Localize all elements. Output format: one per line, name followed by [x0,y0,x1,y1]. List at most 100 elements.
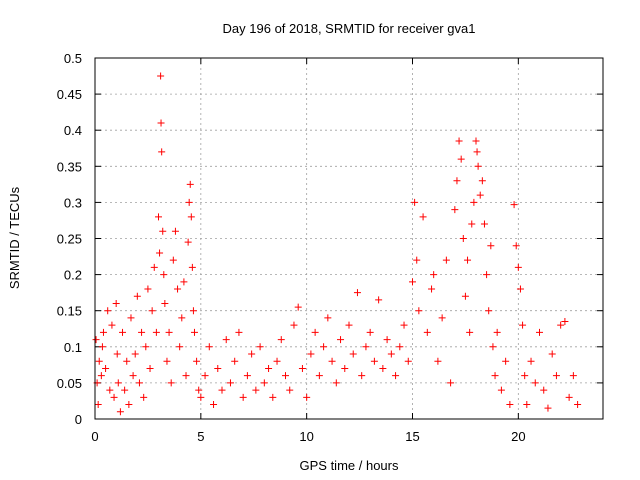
data-point [472,137,480,145]
data-point [184,238,192,246]
data-point [201,372,209,380]
data-points [92,72,582,416]
data-point [468,220,476,228]
data-point [392,372,400,380]
data-point [434,357,442,365]
data-point [99,328,107,336]
data-point [176,343,184,351]
data-point [123,357,131,365]
grid [95,58,603,419]
data-point [442,256,450,264]
data-point [536,328,543,336]
data-point [353,289,361,297]
data-point [516,285,524,293]
data-point [290,321,298,329]
data-point [485,307,493,315]
data-point [171,227,179,235]
data-point [277,336,285,344]
data-point [222,336,230,344]
data-point [252,386,260,394]
data-point [464,256,472,264]
data-point [226,379,234,387]
data-point [540,386,548,394]
data-point [110,393,118,401]
data-point [383,336,391,344]
data-point [188,263,196,271]
data-point [150,263,158,271]
y-tick-label: 0.1 [64,340,82,355]
data-point [453,177,461,185]
data-point [163,357,171,365]
data-point [404,357,412,365]
x-tick-label: 0 [91,429,98,444]
data-point [451,206,459,214]
data-point [519,321,527,329]
data-point [174,285,182,293]
x-tick-label: 10 [299,429,313,444]
data-point [459,235,467,242]
data-point [97,372,105,380]
data-point [239,393,247,401]
data-point [341,364,349,372]
data-point [165,328,173,336]
data-point [214,364,222,372]
data-point [362,343,370,351]
data-point [521,372,529,380]
data-point [104,307,112,315]
data-point [167,379,175,387]
data-point [102,364,110,372]
data-point [235,328,243,336]
data-point [428,285,436,293]
y-tick-label: 0 [75,412,82,427]
data-point [548,350,556,358]
data-point [366,328,374,336]
data-point [345,321,353,329]
data-point [552,372,560,380]
data-point [195,386,203,394]
data-point [470,198,478,206]
data-point [457,155,465,163]
data-point [92,336,100,344]
data-point [243,372,251,380]
data-point [155,213,162,221]
data-point [455,137,463,145]
data-point [146,364,154,372]
data-point [396,343,404,351]
y-tick-label: 0.25 [57,232,82,247]
data-point [231,357,239,365]
data-point [419,213,427,221]
data-point [112,299,120,307]
data-point [159,227,167,235]
data-point [480,220,488,228]
data-point [307,350,315,358]
data-point [447,379,455,387]
data-point [478,177,486,185]
data-point [466,328,474,336]
data-point [328,357,336,365]
data-point [135,379,143,387]
data-point [265,364,273,372]
data-point [561,318,569,326]
data-point [186,180,194,188]
data-point [502,357,510,365]
data-point [512,242,520,250]
data-point [294,303,302,311]
data-point [157,72,165,80]
data-point [182,372,190,380]
data-point [205,343,213,351]
data-point [461,292,469,300]
data-point [349,350,357,358]
data-point [411,198,419,206]
data-point [144,285,152,293]
data-point [474,162,482,170]
data-point [140,393,148,401]
data-point [527,357,535,365]
data-point [113,350,121,358]
data-point [320,343,328,351]
x-tick-labels: 0 5 10 15 20 [91,429,525,444]
data-point [569,372,577,380]
data-point [114,379,122,387]
data-point [523,401,531,409]
data-point [160,271,168,279]
data-point [178,314,186,322]
